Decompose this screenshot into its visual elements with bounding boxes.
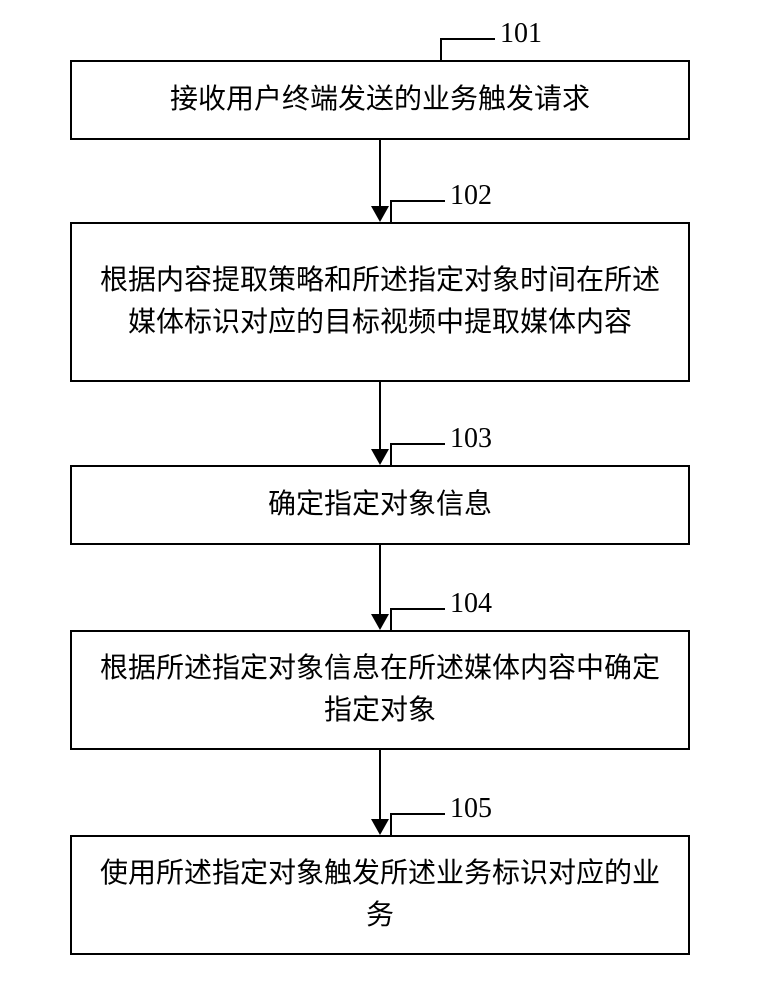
callout-line	[390, 813, 445, 815]
callout-line	[390, 200, 392, 222]
node-label-number: 104	[450, 588, 492, 620]
node-label-number: 102	[450, 180, 492, 212]
node-text: 使用所述指定对象触发所述业务标识对应的业务	[88, 853, 672, 937]
arrow	[379, 545, 381, 614]
callout-line	[390, 813, 392, 835]
node-label-number: 103	[450, 423, 492, 455]
node-text: 确定指定对象信息	[268, 484, 492, 526]
node-text: 接收用户终端发送的业务触发请求	[170, 79, 590, 121]
callout-line	[390, 443, 392, 465]
node-text: 根据内容提取策略和所述指定对象时间在所述媒体标识对应的目标视频中提取媒体内容	[88, 260, 672, 344]
arrow-head-icon	[371, 819, 389, 835]
flowchart-canvas: 接收用户终端发送的业务触发请求 101 根据内容提取策略和所述指定对象时间在所述媒体…	[0, 0, 769, 1000]
arrow	[379, 140, 381, 206]
arrow-head-icon	[371, 449, 389, 465]
arrow	[379, 750, 381, 819]
node-text: 根据所述指定对象信息在所述媒体内容中确定指定对象	[88, 648, 672, 732]
flowchart-node: 确定指定对象信息	[70, 465, 690, 545]
flowchart-node: 根据所述指定对象信息在所述媒体内容中确定指定对象	[70, 630, 690, 750]
flowchart-node: 使用所述指定对象触发所述业务标识对应的业务	[70, 835, 690, 955]
node-label-number: 105	[450, 793, 492, 825]
callout-line	[390, 608, 445, 610]
callout-line	[440, 38, 495, 40]
node-label-number: 101	[500, 18, 542, 50]
callout-line	[390, 443, 445, 445]
flowchart-node: 根据内容提取策略和所述指定对象时间在所述媒体标识对应的目标视频中提取媒体内容	[70, 222, 690, 382]
callout-line	[390, 608, 392, 630]
callout-line	[390, 200, 445, 202]
arrow-head-icon	[371, 614, 389, 630]
arrow-head-icon	[371, 206, 389, 222]
arrow	[379, 382, 381, 449]
callout-line	[440, 38, 442, 60]
flowchart-node: 接收用户终端发送的业务触发请求	[70, 60, 690, 140]
